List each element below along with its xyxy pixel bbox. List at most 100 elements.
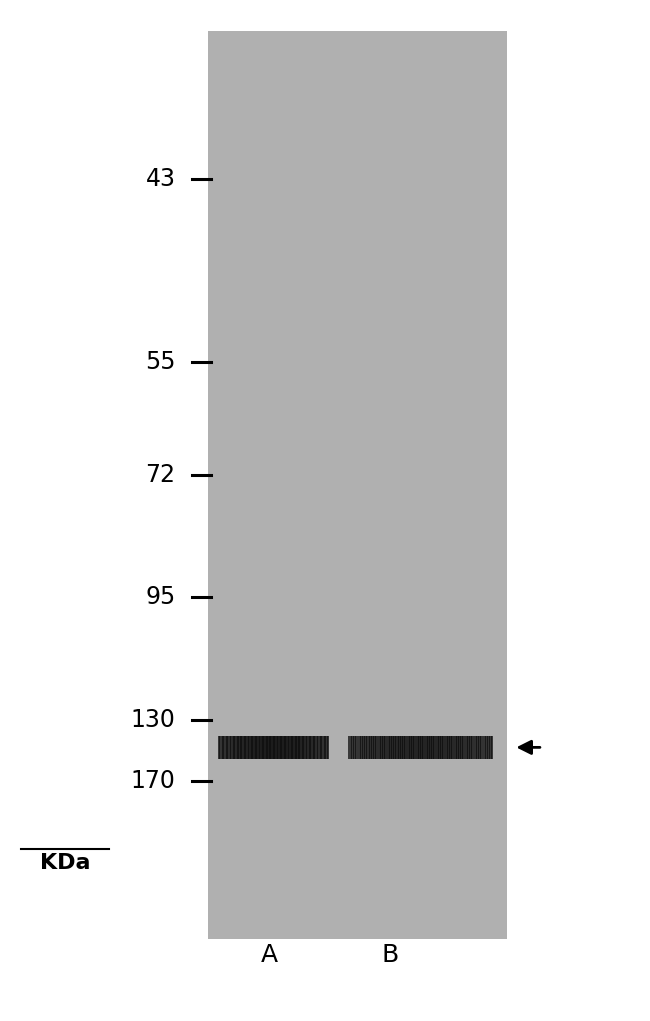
Bar bbox=[369, 736, 372, 759]
Bar bbox=[437, 736, 439, 759]
Bar bbox=[400, 736, 403, 759]
Bar bbox=[269, 736, 271, 759]
Bar bbox=[277, 736, 280, 759]
Bar bbox=[460, 736, 463, 759]
Bar bbox=[285, 736, 287, 759]
Bar bbox=[371, 736, 374, 759]
Bar bbox=[307, 736, 309, 759]
Bar bbox=[451, 736, 454, 759]
Bar bbox=[321, 736, 324, 759]
Bar bbox=[255, 736, 257, 759]
Text: KDa: KDa bbox=[40, 853, 90, 873]
Bar bbox=[281, 736, 283, 759]
Bar bbox=[288, 736, 290, 759]
Bar bbox=[237, 736, 239, 759]
Bar bbox=[387, 736, 390, 759]
Bar bbox=[406, 736, 408, 759]
Bar bbox=[456, 736, 459, 759]
Bar bbox=[393, 736, 395, 759]
Bar bbox=[395, 736, 397, 759]
Bar bbox=[299, 736, 301, 759]
Bar bbox=[306, 736, 308, 759]
Bar bbox=[364, 736, 367, 759]
Bar bbox=[261, 736, 263, 759]
Bar bbox=[280, 736, 282, 759]
Bar bbox=[491, 736, 493, 759]
Bar bbox=[353, 736, 356, 759]
Bar bbox=[247, 736, 249, 759]
Bar bbox=[480, 736, 482, 759]
Bar bbox=[240, 736, 242, 759]
Bar bbox=[433, 736, 436, 759]
Bar bbox=[318, 736, 320, 759]
Bar bbox=[359, 736, 361, 759]
Bar bbox=[254, 736, 255, 759]
Bar bbox=[417, 736, 419, 759]
Text: B: B bbox=[382, 942, 398, 967]
Bar bbox=[435, 736, 437, 759]
Bar bbox=[229, 736, 231, 759]
Bar bbox=[384, 736, 387, 759]
Bar bbox=[408, 736, 410, 759]
Bar bbox=[391, 736, 394, 759]
Bar bbox=[324, 736, 326, 759]
Bar bbox=[258, 736, 260, 759]
Bar bbox=[389, 736, 392, 759]
Bar bbox=[250, 736, 252, 759]
Bar bbox=[442, 736, 445, 759]
Bar bbox=[227, 736, 229, 759]
Bar bbox=[378, 736, 381, 759]
Bar bbox=[426, 736, 428, 759]
Bar bbox=[278, 736, 281, 759]
Bar bbox=[411, 736, 413, 759]
Bar bbox=[320, 736, 322, 759]
Bar bbox=[284, 736, 286, 759]
Bar bbox=[296, 736, 298, 759]
Bar bbox=[287, 736, 289, 759]
Bar bbox=[300, 736, 303, 759]
Bar bbox=[444, 736, 447, 759]
Bar bbox=[230, 736, 232, 759]
Bar bbox=[462, 736, 464, 759]
Text: 95: 95 bbox=[145, 585, 176, 610]
Bar bbox=[231, 736, 233, 759]
Bar bbox=[224, 736, 226, 759]
Bar bbox=[251, 736, 253, 759]
Bar bbox=[350, 736, 352, 759]
Bar bbox=[236, 736, 238, 759]
Bar bbox=[244, 736, 246, 759]
Bar bbox=[220, 736, 222, 759]
Bar bbox=[410, 736, 412, 759]
Bar bbox=[310, 736, 312, 759]
Bar bbox=[305, 736, 307, 759]
Text: 72: 72 bbox=[146, 463, 176, 487]
Bar bbox=[404, 736, 406, 759]
Bar bbox=[453, 736, 455, 759]
Bar bbox=[291, 736, 293, 759]
Bar bbox=[482, 736, 484, 759]
Bar bbox=[362, 736, 365, 759]
Bar bbox=[422, 736, 424, 759]
Bar bbox=[312, 736, 314, 759]
Bar bbox=[218, 736, 220, 759]
Bar bbox=[446, 736, 448, 759]
Bar bbox=[398, 736, 401, 759]
Bar bbox=[467, 736, 470, 759]
Bar bbox=[233, 736, 235, 759]
Bar bbox=[313, 736, 315, 759]
Bar bbox=[208, 31, 507, 939]
Bar bbox=[440, 736, 443, 759]
Bar bbox=[352, 736, 354, 759]
Bar bbox=[315, 736, 317, 759]
Bar bbox=[419, 736, 421, 759]
Bar bbox=[471, 736, 473, 759]
Bar bbox=[219, 736, 221, 759]
Bar bbox=[382, 736, 385, 759]
Bar bbox=[262, 736, 264, 759]
Bar bbox=[302, 736, 304, 759]
Bar bbox=[478, 736, 480, 759]
Bar bbox=[283, 736, 285, 759]
Bar bbox=[242, 736, 244, 759]
Bar bbox=[449, 736, 452, 759]
Text: 130: 130 bbox=[131, 708, 176, 732]
